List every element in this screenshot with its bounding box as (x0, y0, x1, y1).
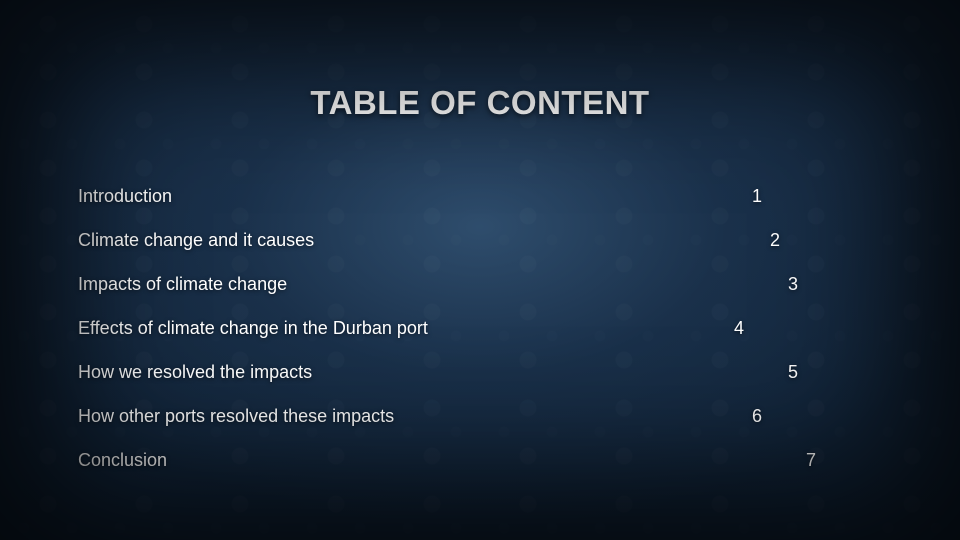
toc-list: Introduction 1 Climate change and it cau… (78, 186, 882, 494)
toc-page-number: 7 (806, 450, 816, 471)
toc-label: How we resolved the impacts (78, 362, 312, 383)
toc-page-number: 6 (752, 406, 762, 427)
toc-label: Conclusion (78, 450, 167, 471)
toc-row: Introduction 1 (78, 186, 882, 230)
page-title: TABLE OF CONTENT (0, 84, 960, 122)
toc-page-number: 3 (788, 274, 798, 295)
toc-row: How other ports resolved these impacts 6 (78, 406, 882, 450)
toc-row: Effects of climate change in the Durban … (78, 318, 882, 362)
toc-label: Introduction (78, 186, 172, 207)
toc-page-number: 5 (788, 362, 798, 383)
toc-label: Effects of climate change in the Durban … (78, 318, 428, 339)
toc-row: How we resolved the impacts 5 (78, 362, 882, 406)
toc-row: Conclusion 7 (78, 450, 882, 494)
toc-label: How other ports resolved these impacts (78, 406, 394, 427)
toc-label: Impacts of climate change (78, 274, 287, 295)
slide: TABLE OF CONTENT Introduction 1 Climate … (0, 0, 960, 540)
toc-page-number: 1 (752, 186, 762, 207)
toc-label: Climate change and it causes (78, 230, 314, 251)
toc-row: Climate change and it causes 2 (78, 230, 882, 274)
toc-row: Impacts of climate change 3 (78, 274, 882, 318)
toc-page-number: 2 (770, 230, 780, 251)
toc-page-number: 4 (734, 318, 744, 339)
